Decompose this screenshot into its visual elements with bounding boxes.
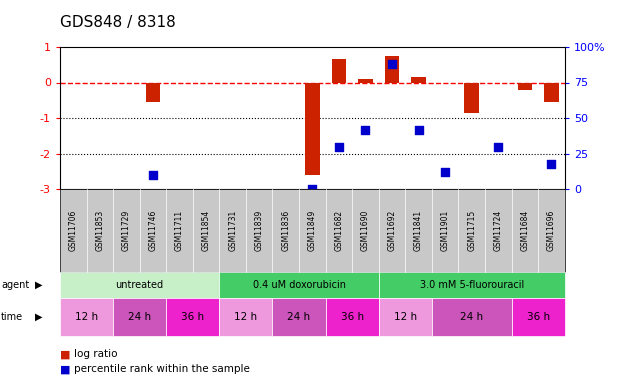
- Text: agent: agent: [1, 280, 30, 290]
- Text: GSM11706: GSM11706: [69, 210, 78, 251]
- Point: [307, 186, 317, 192]
- Text: 12 h: 12 h: [394, 312, 417, 322]
- Text: 36 h: 36 h: [181, 312, 204, 322]
- Text: time: time: [1, 312, 23, 322]
- Point: [413, 126, 423, 132]
- Text: 36 h: 36 h: [527, 312, 550, 322]
- Bar: [146, 82, 160, 102]
- Text: GSM11746: GSM11746: [148, 210, 157, 251]
- Text: GDS848 / 8318: GDS848 / 8318: [60, 15, 175, 30]
- Text: 12 h: 12 h: [234, 312, 257, 322]
- Text: GSM11715: GSM11715: [468, 210, 476, 251]
- Text: GSM11711: GSM11711: [175, 210, 184, 251]
- Text: untreated: untreated: [115, 280, 163, 290]
- Text: GSM11839: GSM11839: [255, 210, 264, 251]
- Point: [387, 61, 397, 67]
- Text: GSM11853: GSM11853: [95, 210, 104, 251]
- Text: ■: ■: [60, 350, 74, 359]
- Text: 0.4 uM doxorubicin: 0.4 uM doxorubicin: [252, 280, 346, 290]
- Text: GSM11682: GSM11682: [334, 210, 343, 251]
- Text: GSM11684: GSM11684: [521, 210, 529, 251]
- Text: GSM11729: GSM11729: [122, 210, 131, 251]
- Bar: [464, 82, 479, 113]
- Point: [493, 144, 504, 150]
- Bar: [544, 82, 559, 102]
- Point: [334, 144, 344, 150]
- Text: GSM11854: GSM11854: [201, 210, 211, 251]
- Text: GSM11731: GSM11731: [228, 210, 237, 251]
- Text: GSM11841: GSM11841: [414, 210, 423, 251]
- Text: ■: ■: [60, 364, 74, 374]
- Bar: [517, 82, 532, 90]
- Text: GSM11692: GSM11692: [387, 210, 396, 251]
- Text: 24 h: 24 h: [128, 312, 151, 322]
- Point: [360, 126, 370, 132]
- Point: [148, 172, 158, 178]
- Text: ▶: ▶: [35, 280, 42, 290]
- Bar: [411, 77, 426, 82]
- Text: 3.0 mM 5-fluorouracil: 3.0 mM 5-fluorouracil: [420, 280, 524, 290]
- Text: GSM11836: GSM11836: [281, 210, 290, 251]
- Text: GSM11849: GSM11849: [308, 210, 317, 251]
- Bar: [305, 82, 320, 175]
- Text: 24 h: 24 h: [288, 312, 310, 322]
- Bar: [332, 59, 346, 82]
- Text: GSM11724: GSM11724: [494, 210, 503, 251]
- Bar: [385, 56, 399, 82]
- Text: ▶: ▶: [35, 312, 42, 322]
- Point: [546, 161, 557, 167]
- Text: percentile rank within the sample: percentile rank within the sample: [74, 364, 250, 374]
- Text: 24 h: 24 h: [460, 312, 483, 322]
- Text: GSM11696: GSM11696: [547, 210, 556, 251]
- Text: GSM11690: GSM11690: [361, 210, 370, 251]
- Text: log ratio: log ratio: [74, 350, 117, 359]
- Text: 12 h: 12 h: [75, 312, 98, 322]
- Text: 36 h: 36 h: [341, 312, 363, 322]
- Point: [440, 169, 451, 175]
- Bar: [358, 79, 373, 82]
- Text: GSM11901: GSM11901: [440, 210, 450, 251]
